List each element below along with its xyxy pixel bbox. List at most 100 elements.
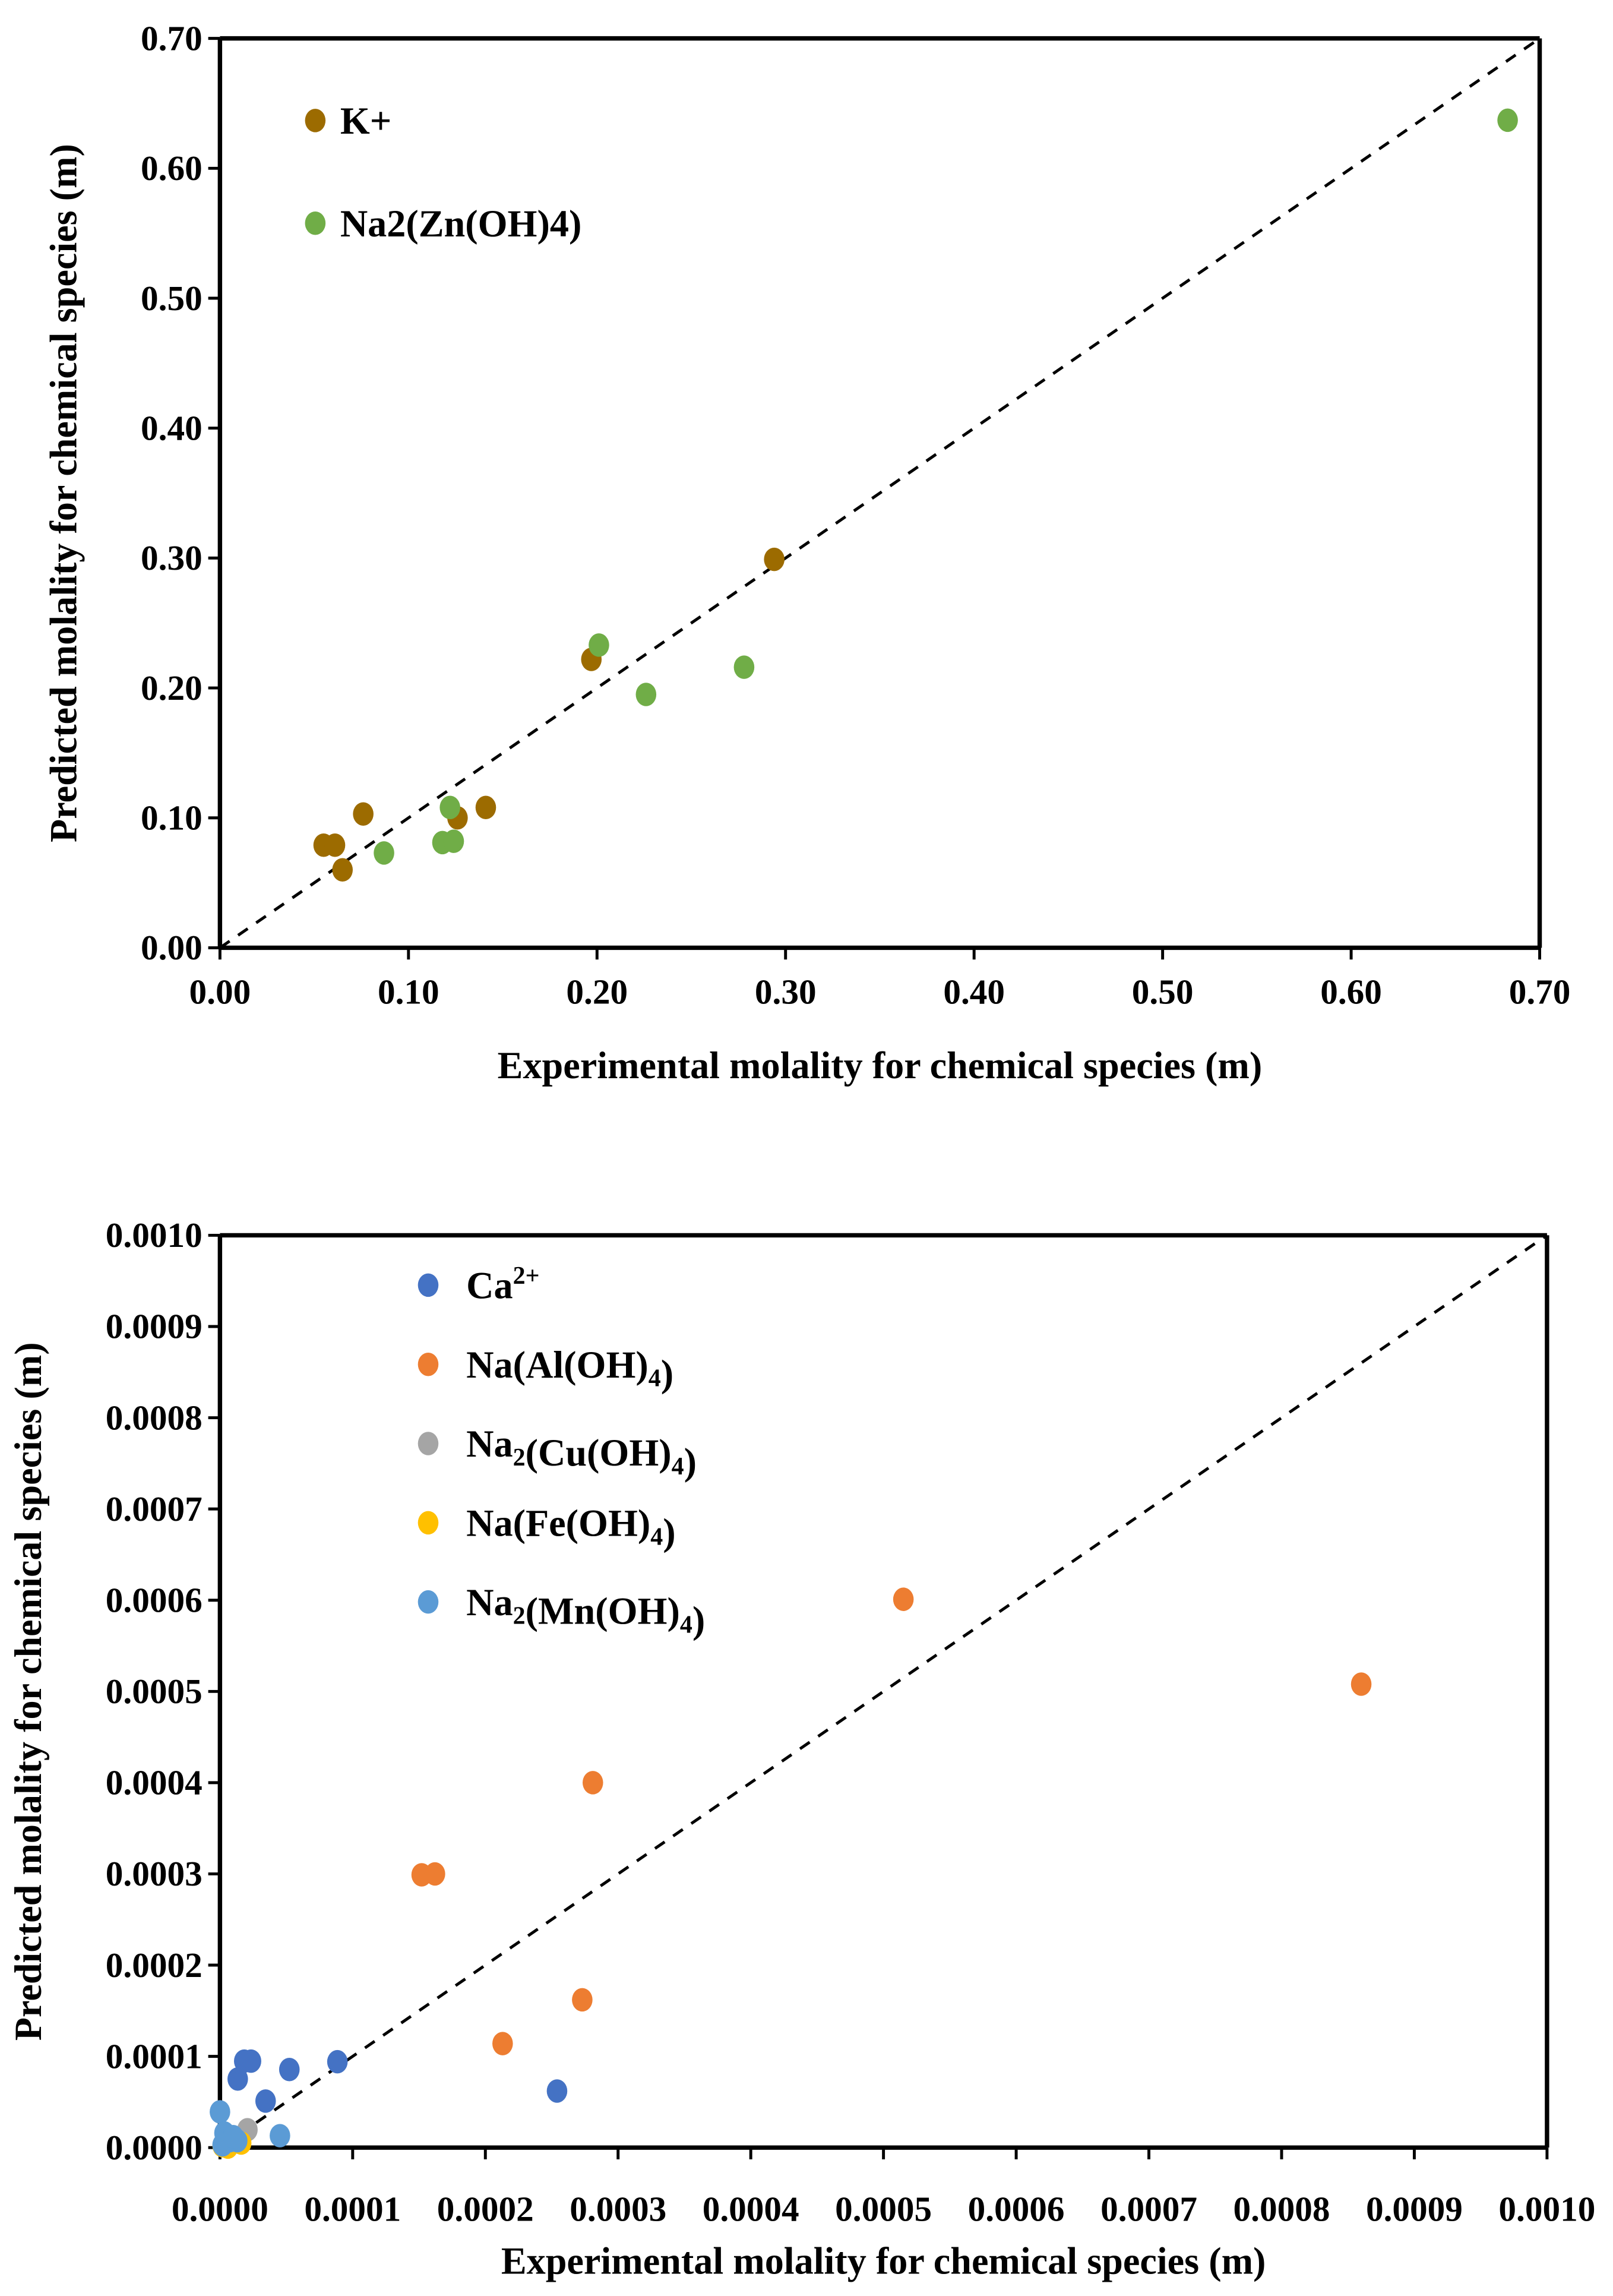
x-tick-label: 0.20 bbox=[566, 972, 628, 1011]
legend-marker bbox=[418, 1590, 439, 1614]
y-tick-label: 0.0008 bbox=[106, 1398, 203, 1437]
data-point bbox=[241, 2049, 261, 2073]
data-point bbox=[374, 841, 394, 865]
legend-label-part: 2 bbox=[513, 1603, 526, 1630]
legend-label-part: Na bbox=[466, 1423, 513, 1465]
legend-marker bbox=[305, 109, 326, 132]
series-k- bbox=[313, 547, 785, 882]
x-tick-label: 0.0002 bbox=[437, 2190, 534, 2229]
x-tick-label: 0.0004 bbox=[703, 2190, 799, 2229]
legend-marker bbox=[418, 1511, 439, 1535]
legend-label-part: (Cu(OH) bbox=[526, 1432, 672, 1474]
legend-label-part: 4 bbox=[650, 1523, 663, 1550]
legend-label-part: Na bbox=[466, 1581, 513, 1624]
y-tick-label: 0.00 bbox=[141, 928, 203, 967]
y-tick-label: 0.0003 bbox=[106, 1854, 203, 1893]
legend-label-part: Na(Fe(OH) bbox=[466, 1502, 650, 1545]
y-tick-label: 0.30 bbox=[141, 538, 203, 577]
x-tick-label: 0.0008 bbox=[1234, 2190, 1330, 2229]
x-axis-title: Experimental molality for chemical speci… bbox=[501, 2240, 1266, 2282]
y-tick-label: 0.60 bbox=[141, 149, 203, 188]
series-na2-mn-oh-4- bbox=[210, 2100, 290, 2157]
data-point bbox=[733, 655, 755, 679]
data-point bbox=[270, 2124, 290, 2147]
data-point bbox=[582, 1771, 603, 1795]
legend-label-part: 2 bbox=[513, 1444, 526, 1471]
x-axis-title: Experimental molality for chemical speci… bbox=[498, 1044, 1263, 1087]
data-point bbox=[635, 683, 657, 706]
y-tick-label: 0.0005 bbox=[106, 1672, 203, 1711]
x-tick-label: 0.0006 bbox=[968, 2190, 1065, 2229]
data-point bbox=[327, 2049, 348, 2074]
x-tick-label: 0.50 bbox=[1132, 972, 1194, 1011]
chart-top-k-zn: 0.00 0.10 0.20 0.30 0.40 0.50 0.60 0.70 0.00 0.10… bbox=[42, 18, 1570, 1087]
legend-label-part: 2+ bbox=[513, 1262, 540, 1290]
y-tick-label: 0.0007 bbox=[106, 1489, 203, 1528]
y-axis-title: Predicted molality for chemical species … bbox=[42, 144, 84, 842]
x-tick-label: 0.30 bbox=[755, 972, 817, 1011]
data-point bbox=[1497, 108, 1518, 132]
y-tick-label: 0.40 bbox=[141, 408, 203, 447]
data-point bbox=[572, 1988, 593, 2012]
legend-label: Ca2+ bbox=[466, 1262, 539, 1307]
reference-line-y-equals-x bbox=[219, 37, 1541, 949]
legend-label-part: 4 bbox=[672, 1453, 684, 1480]
data-point bbox=[210, 2100, 230, 2124]
y-tick-label: 0.20 bbox=[141, 668, 203, 708]
legend-label: Na2(Cu(OH)4) bbox=[466, 1423, 697, 1483]
data-point bbox=[255, 2089, 276, 2113]
data-point bbox=[324, 833, 346, 857]
reference-line-y-equals-x bbox=[219, 1234, 1548, 2149]
data-point bbox=[223, 2125, 243, 2149]
series-na2-zn-oh-4- bbox=[374, 108, 1518, 865]
legend-label-part: ) bbox=[684, 1441, 697, 1483]
y-tick-label: 0.10 bbox=[141, 798, 203, 838]
x-tick-label: 0.40 bbox=[943, 972, 1005, 1011]
data-point bbox=[439, 795, 460, 820]
legend-marker bbox=[418, 1432, 439, 1455]
x-tick-label: 0.0001 bbox=[304, 2190, 401, 2229]
series-na-al-oh-4- bbox=[411, 1587, 1372, 2055]
x-tick-label: 0.60 bbox=[1320, 972, 1382, 1011]
data-point bbox=[589, 633, 609, 657]
y-tick-label: 0.0009 bbox=[106, 1307, 203, 1346]
data-point bbox=[764, 547, 785, 571]
data-point bbox=[443, 829, 464, 853]
data-point bbox=[332, 858, 353, 882]
data-point bbox=[425, 1862, 445, 1886]
data-point bbox=[353, 802, 374, 826]
data-point bbox=[227, 2067, 248, 2091]
legend-label-part: (Mn(OH) bbox=[526, 1590, 680, 1632]
y-tick-label: 0.70 bbox=[141, 18, 203, 58]
data-point bbox=[279, 2057, 300, 2082]
x-tick-label: 0.10 bbox=[378, 972, 439, 1011]
series-ca2- bbox=[227, 2049, 568, 2113]
legend-label-part: 4 bbox=[649, 1365, 661, 1392]
legend-label-part: 4 bbox=[680, 1612, 692, 1639]
legend-label: Na2(Zn(OH)4) bbox=[340, 203, 582, 245]
x-tick-label: 0.0005 bbox=[835, 2190, 932, 2229]
legend-label-part: ) bbox=[661, 1353, 673, 1395]
x-tick-label: 0.70 bbox=[1509, 972, 1571, 1011]
y-axis-title: Predicted molality for chemical species … bbox=[7, 1342, 49, 2041]
legend-label-part: Na2(Zn(OH)4) bbox=[340, 203, 582, 245]
y-tick-label: 0.0002 bbox=[106, 1946, 203, 1985]
legend-label: Na2(Mn(OH)4) bbox=[466, 1581, 705, 1641]
legend-label: Na(Al(OH)4) bbox=[466, 1344, 673, 1395]
x-tick-label: 0.0000 bbox=[172, 2190, 268, 2229]
data-point bbox=[893, 1587, 914, 1611]
legend-label-part: ) bbox=[692, 1599, 705, 1641]
legend-label: K+ bbox=[340, 100, 392, 142]
y-tick-label: 0.0006 bbox=[106, 1580, 203, 1619]
data-point bbox=[492, 2032, 513, 2055]
x-tick-label: 0.00 bbox=[189, 972, 251, 1011]
y-tick-label: 0.0004 bbox=[106, 1763, 203, 1802]
y-tick-label: 0.0001 bbox=[106, 2036, 203, 2076]
data-point bbox=[546, 2079, 568, 2103]
x-tick-label: 0.0010 bbox=[1498, 2190, 1595, 2229]
x-tick-label: 0.0009 bbox=[1366, 2190, 1463, 2229]
legend-label-part: ) bbox=[663, 1511, 675, 1553]
legend-label: Na(Fe(OH)4) bbox=[466, 1502, 675, 1553]
legend-label-part: K+ bbox=[340, 100, 392, 142]
y-tick-label: 0.50 bbox=[141, 279, 203, 318]
